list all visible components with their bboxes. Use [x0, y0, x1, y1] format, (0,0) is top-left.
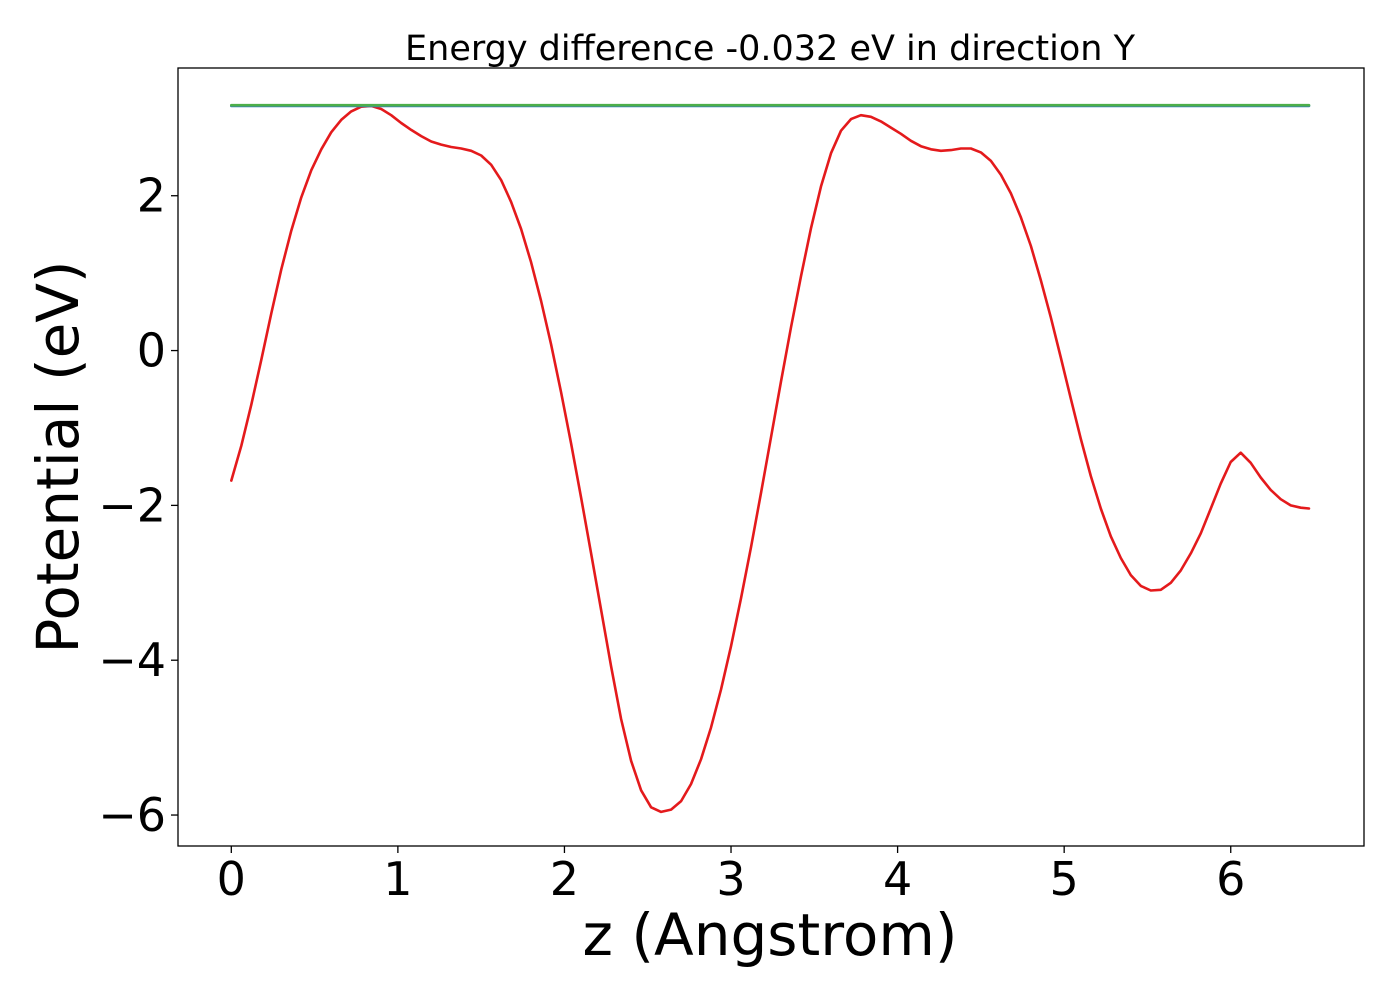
- y-tick-label: 0: [137, 324, 166, 378]
- series-layer: [230, 103, 1311, 814]
- y-axis-label: Potential (eV): [24, 260, 92, 653]
- x-tick-label: 6: [1216, 852, 1245, 906]
- x-tick-label: 0: [217, 852, 246, 906]
- plot-frame: [177, 67, 1365, 847]
- chart-title: Energy difference -0.032 eV in direction…: [405, 29, 1136, 69]
- x-axis-ticks: 0 1 2 3 4 5 6: [217, 846, 1245, 906]
- series-line-1: [230, 104, 1311, 814]
- y-tick-label: 2: [137, 169, 166, 223]
- y-tick-label: −2: [98, 478, 166, 532]
- x-tick-label: 1: [383, 852, 412, 906]
- x-axis-label: z (Angstrom): [583, 901, 958, 969]
- x-tick-label: 2: [550, 852, 579, 906]
- y-tick-label: −4: [98, 633, 166, 687]
- y-axis-ticks: −6 −4 −2 0 2: [98, 169, 178, 842]
- x-tick-label: 4: [883, 852, 912, 906]
- y-tick-label: −6: [98, 788, 166, 842]
- x-tick-label: 5: [1050, 852, 1079, 906]
- x-tick-label: 3: [716, 852, 745, 906]
